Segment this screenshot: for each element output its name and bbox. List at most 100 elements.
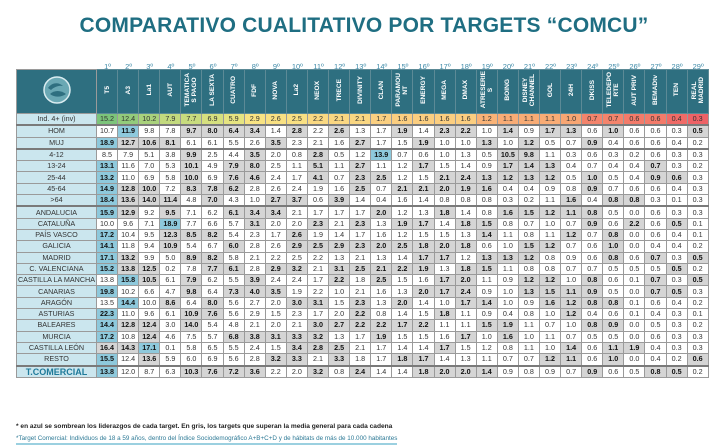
footnote-target: *Target Comercial: Individuos de 18 a 59…	[16, 435, 398, 445]
cell-value: 0.2	[665, 353, 688, 367]
cell-value: 0.3	[686, 341, 709, 355]
channel-header: TEMATICA S PAGO	[180, 69, 203, 114]
cell-value: 0.8	[602, 251, 625, 264]
cell-value: 0.4	[644, 308, 667, 321]
cell-value: 1.4	[391, 364, 414, 378]
cell-value: 8.3	[180, 182, 203, 196]
cell-value: 0.6	[623, 124, 646, 138]
cell-value: 1.6	[560, 194, 583, 207]
cell-value: 3.2	[306, 364, 330, 378]
cell-value: 2.7	[264, 194, 287, 207]
cell-value: 7.8	[180, 262, 203, 276]
cell-value: 0.4	[665, 240, 688, 253]
row-label: 25-44	[16, 171, 97, 184]
cell-value: 1.5	[433, 160, 456, 173]
cell-value: 1.7	[349, 228, 372, 242]
cell-value: 1.4	[264, 124, 287, 138]
cell-value: 2.0	[264, 147, 287, 162]
cell-value: 0.5	[602, 262, 625, 276]
cell-value: 1.4	[517, 160, 540, 173]
channel-header: AUT PRIV	[623, 69, 646, 114]
channel-header: FDF	[243, 69, 266, 114]
cell-value: 3.2	[285, 262, 308, 276]
cell-value: 1.0	[433, 296, 456, 310]
cell-value: 1.7	[306, 308, 330, 321]
cell-value: 1.3	[370, 296, 393, 310]
cell-value: 0.2	[159, 262, 182, 276]
row-label: CASTILLA LA MANCHA	[16, 274, 97, 287]
rank-label: 3º	[146, 62, 154, 71]
cell-value: 0.8	[285, 147, 308, 162]
cell-value: 2.0	[264, 319, 287, 332]
cell-value: 1.5	[264, 308, 287, 321]
cell-value: 0.6	[581, 124, 604, 138]
cell-value: 1.7	[412, 217, 435, 230]
rank-label: 15º	[397, 62, 409, 71]
cell-value: 1.1	[475, 274, 498, 287]
cell-value: 2.6	[243, 136, 266, 150]
index-value: 1.1	[538, 113, 562, 126]
cell-value: 1.3	[454, 147, 477, 162]
rank-label: 8º	[251, 62, 259, 71]
cell-value: 1.5	[412, 330, 435, 343]
cell-value: 0.7	[560, 364, 583, 378]
cell-value: 1.7	[306, 205, 330, 219]
cell-value: 8.7	[138, 364, 161, 378]
index-value: 1.1	[517, 113, 540, 126]
cell-value: 3.3	[328, 353, 351, 367]
cell-value: 0.6	[644, 330, 667, 343]
cell-value: 1.1	[517, 319, 540, 332]
cell-value: 0.4	[370, 194, 393, 207]
cell-value: 2.2	[454, 124, 477, 138]
cell-value: 0.3	[686, 285, 709, 298]
rank-label: 12º	[334, 62, 346, 71]
channel-header: DKISS	[581, 69, 604, 114]
cell-value: 10.5	[138, 274, 161, 287]
cell-value: 0.1	[623, 274, 646, 287]
cell-value: 1.3	[560, 124, 583, 138]
channel-name: DISNEY CHANNEL	[521, 73, 536, 107]
cell-value: 0.1	[686, 228, 709, 242]
channel-name: CUATRO	[230, 76, 238, 104]
cell-value: 5.6	[222, 353, 245, 367]
cell-value: 2.4	[285, 274, 308, 287]
cell-value: 5.8	[222, 251, 245, 264]
cell-value: 0.3	[665, 319, 688, 332]
cell-value: 0.4	[581, 194, 604, 207]
cell-value: 1.1	[538, 330, 562, 343]
cell-value: 2.0	[285, 364, 308, 378]
cell-value: 0.8	[517, 364, 540, 378]
cell-value: 6.1	[201, 136, 224, 150]
cell-value: 1.5	[454, 341, 477, 355]
cell-value: 1.0	[538, 217, 562, 230]
cell-value: 10.8	[117, 330, 140, 343]
cell-value: 1.5	[433, 228, 456, 242]
rank-label: 26º	[629, 62, 641, 71]
rank-label: 7º	[230, 62, 238, 71]
channel-header: TELEDEPO RTE	[602, 69, 625, 114]
cell-value: 2.2	[306, 124, 330, 138]
cell-value: 0.2	[517, 194, 540, 207]
cell-value: 4.6	[159, 330, 182, 343]
channel-header: LA SEXTA	[201, 69, 224, 114]
cell-value: 2.5	[391, 240, 414, 253]
cell-value: 1.7	[412, 160, 435, 173]
cell-value: 1.8	[412, 240, 435, 253]
cell-value: 0.7	[644, 251, 667, 264]
cell-value: 0.7	[517, 217, 540, 230]
cell-value: 2.3	[349, 240, 372, 253]
cell-value: 1.5	[391, 274, 414, 287]
cell-value: 13.8	[95, 364, 119, 378]
cell-value: 1.2	[560, 296, 583, 310]
cell-value: 1.9	[391, 217, 414, 230]
cell-value: 1.3	[412, 205, 435, 219]
channel-header: ENERGY	[412, 69, 435, 114]
cell-value: 2.4	[454, 171, 477, 184]
cell-value: 1.4	[454, 205, 477, 219]
cell-value: 1.4	[349, 194, 372, 207]
cell-value: 9.9	[138, 251, 161, 264]
cell-value: 7.9	[222, 160, 245, 173]
cell-value: 10.0	[138, 296, 161, 310]
cell-value: 3.5	[264, 136, 287, 150]
rank-label: 4º	[167, 62, 175, 71]
